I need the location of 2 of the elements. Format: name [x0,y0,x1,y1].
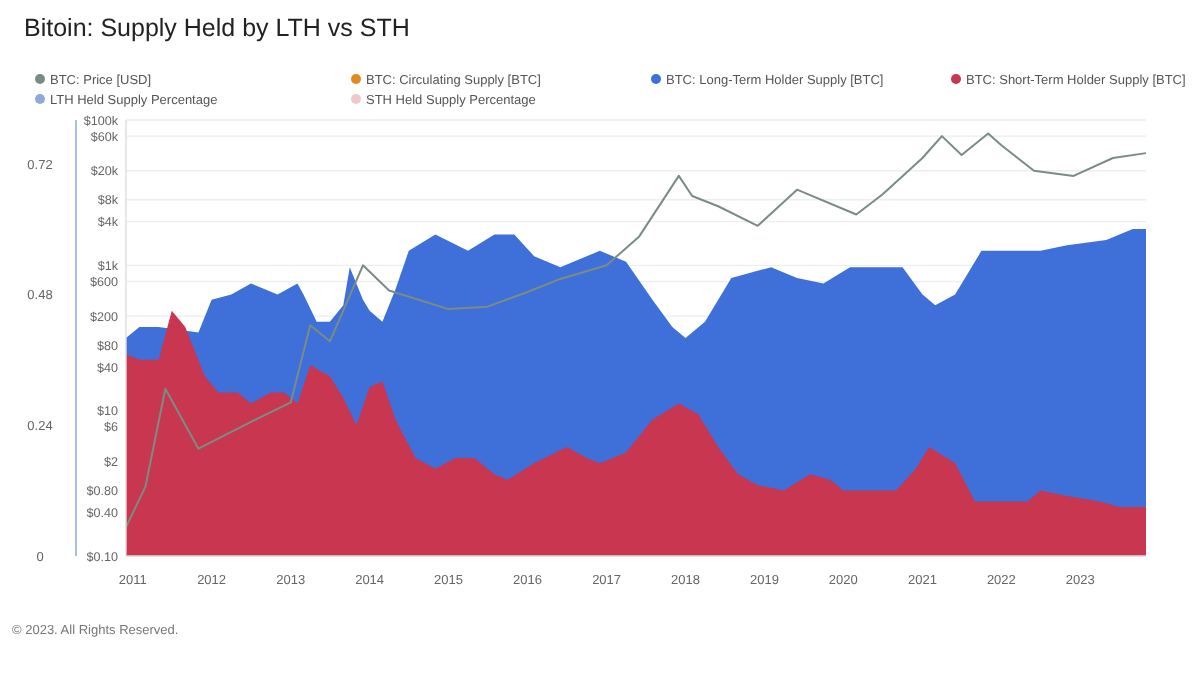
chart-title: Bitoin: Supply Held by LTH vs STH [24,14,410,42]
line-series [125,132,1147,529]
